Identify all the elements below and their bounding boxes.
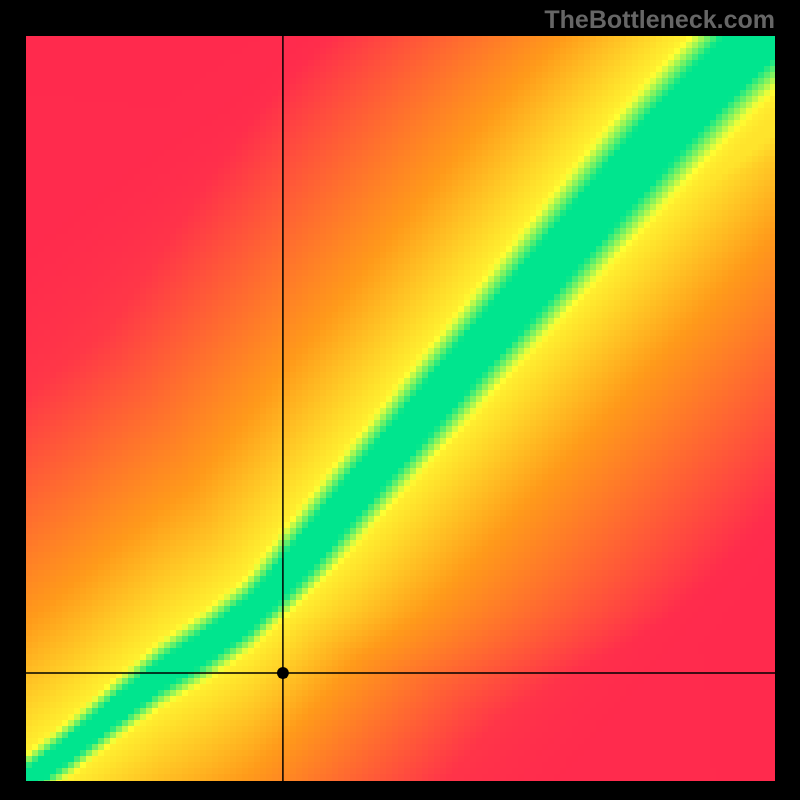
watermark: TheBottleneck.com [544, 6, 775, 35]
chart-container: TheBottleneck.com [0, 0, 800, 800]
bottleneck-heatmap [0, 0, 800, 800]
